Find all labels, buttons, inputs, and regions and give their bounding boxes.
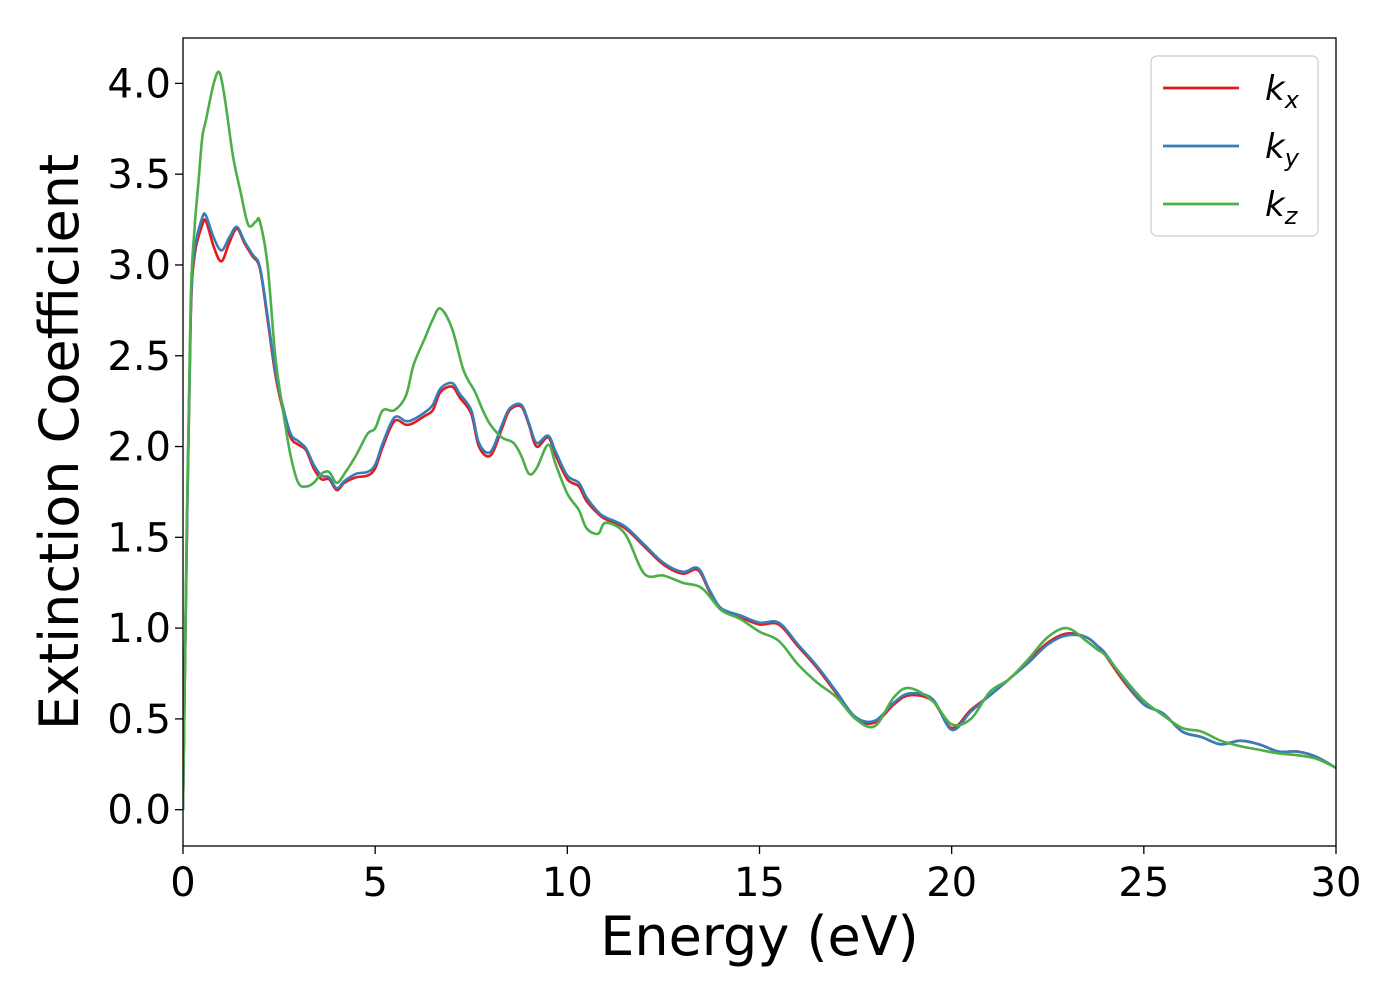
y-tick-label: 2.5 [107, 334, 171, 380]
y-tick-label: 3.0 [107, 243, 171, 289]
y-tick-label: 1.0 [107, 606, 171, 652]
y-tick-label: 1.5 [107, 515, 171, 561]
series-line-y [183, 212, 1336, 810]
y-tick-label: 3.5 [107, 152, 171, 198]
legend-label-z: kz [1265, 185, 1299, 230]
y-tick-label: 0.0 [107, 788, 171, 834]
x-tick-label: 20 [926, 860, 977, 906]
series-layer [183, 70, 1336, 810]
x-tick-label: 25 [1118, 860, 1169, 906]
x-tick-label: 30 [1311, 860, 1362, 906]
y-tick-label: 2.0 [107, 425, 171, 471]
legend: kx ky kz [1150, 55, 1319, 237]
y-axis-title: Extinction Coefficient [28, 154, 91, 730]
x-tick-label: 10 [542, 860, 593, 906]
x-tick-label: 15 [734, 860, 785, 906]
series-line-z [183, 70, 1336, 810]
y-tick-label: 4.0 [107, 61, 171, 107]
x-tick-label: 0 [170, 860, 195, 906]
legend-label-x: kx [1265, 69, 1300, 114]
y-tick-label: 0.5 [107, 697, 171, 743]
legend-label-y: ky [1265, 127, 1300, 172]
x-tick-label: 5 [362, 860, 387, 906]
series-line-x [183, 218, 1336, 810]
x-axis: 0 5 10 15 20 25 30 [170, 846, 1361, 906]
x-axis-title: Energy (eV) [600, 905, 919, 968]
y-axis: 0.0 0.5 1.0 1.5 2.0 2.5 3.0 3.5 4.0 [107, 61, 183, 834]
